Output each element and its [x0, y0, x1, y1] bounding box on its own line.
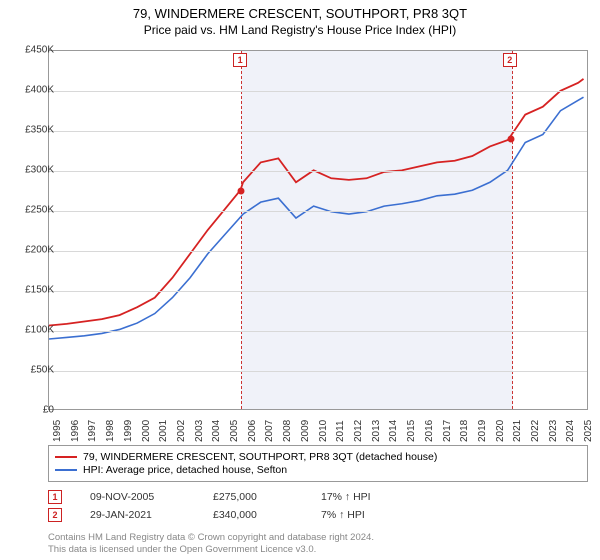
sale-point-dot: [507, 136, 514, 143]
x-axis-label: 2023: [548, 402, 559, 442]
legend-label-hpi: HPI: Average price, detached house, Seft…: [83, 464, 287, 476]
gridline-h: [49, 131, 587, 132]
x-axis-label: 1999: [123, 402, 134, 442]
gridline-h: [49, 251, 587, 252]
x-axis-label: 2002: [176, 402, 187, 442]
x-axis-label: 2005: [229, 402, 240, 442]
y-axis-label: £200K: [25, 245, 54, 256]
x-axis-label: 2006: [247, 402, 258, 442]
gridline-h: [49, 291, 587, 292]
sale-marker-2: 2: [48, 508, 62, 522]
legend-label-property: 79, WINDERMERE CRESCENT, SOUTHPORT, PR8 …: [83, 451, 437, 463]
y-axis-label: £350K: [25, 125, 54, 136]
sales-list: 1 09-NOV-2005 £275,000 17% ↑ HPI 2 29-JA…: [48, 490, 371, 526]
sale-delta-2: 7% ↑ HPI: [321, 509, 365, 521]
series-line-hpi: [49, 97, 584, 339]
sale-price-2: £340,000: [213, 509, 293, 521]
chart-title: 79, WINDERMERE CRESCENT, SOUTHPORT, PR8 …: [0, 6, 600, 21]
sale-date-2: 29-JAN-2021: [90, 509, 185, 521]
x-axis-label: 1997: [87, 402, 98, 442]
title-block: 79, WINDERMERE CRESCENT, SOUTHPORT, PR8 …: [0, 0, 600, 37]
x-axis-label: 2008: [282, 402, 293, 442]
sale-marker-top-1: 1: [233, 53, 247, 67]
x-axis-label: 2024: [565, 402, 576, 442]
x-axis-label: 1995: [52, 402, 63, 442]
gridline-h: [49, 91, 587, 92]
gridline-h: [49, 331, 587, 332]
chart-container: 79, WINDERMERE CRESCENT, SOUTHPORT, PR8 …: [0, 0, 600, 560]
series-line-property: [49, 79, 584, 326]
legend-item-property: 79, WINDERMERE CRESCENT, SOUTHPORT, PR8 …: [55, 451, 581, 463]
x-axis-label: 2014: [388, 402, 399, 442]
y-axis-label: £450K: [25, 45, 54, 56]
y-axis-label: £250K: [25, 205, 54, 216]
y-axis-label: £150K: [25, 285, 54, 296]
footer-line1: Contains HM Land Registry data © Crown c…: [48, 532, 374, 544]
x-axis-label: 2010: [318, 402, 329, 442]
x-axis-label: 2022: [530, 402, 541, 442]
x-axis-label: 2018: [459, 402, 470, 442]
sale-marker-1: 1: [48, 490, 62, 504]
sale-date-1: 09-NOV-2005: [90, 491, 185, 503]
x-axis-label: 2003: [194, 402, 205, 442]
chart-subtitle: Price paid vs. HM Land Registry's House …: [0, 23, 600, 37]
x-axis-label: 2015: [406, 402, 417, 442]
gridline-h: [49, 371, 587, 372]
x-axis-label: 2011: [335, 402, 346, 442]
footer-line2: This data is licensed under the Open Gov…: [48, 544, 374, 556]
sale-marker-top-2: 2: [503, 53, 517, 67]
x-axis-label: 2004: [211, 402, 222, 442]
x-axis-label: 2007: [264, 402, 275, 442]
gridline-h: [49, 171, 587, 172]
sale-row-1: 1 09-NOV-2005 £275,000 17% ↑ HPI: [48, 490, 371, 504]
x-axis-label: 2016: [424, 402, 435, 442]
x-axis-label: 2019: [477, 402, 488, 442]
x-axis-label: 1998: [105, 402, 116, 442]
y-axis-label: £400K: [25, 85, 54, 96]
x-axis-label: 2021: [512, 402, 523, 442]
legend-item-hpi: HPI: Average price, detached house, Seft…: [55, 464, 581, 476]
sale-row-2: 2 29-JAN-2021 £340,000 7% ↑ HPI: [48, 508, 371, 522]
y-axis-label: £100K: [25, 325, 54, 336]
sale-point-dot: [238, 188, 245, 195]
x-axis-label: 2025: [583, 402, 594, 442]
x-axis-label: 2001: [158, 402, 169, 442]
line-series-svg: [49, 51, 587, 409]
x-axis-label: 1996: [70, 402, 81, 442]
x-axis-label: 2009: [300, 402, 311, 442]
y-axis-label: £50K: [31, 365, 54, 376]
legend-swatch-hpi: [55, 469, 77, 471]
legend-swatch-property: [55, 456, 77, 458]
plot-area: [48, 50, 588, 410]
x-axis-label: 2013: [371, 402, 382, 442]
sale-delta-1: 17% ↑ HPI: [321, 491, 371, 503]
gridline-h: [49, 211, 587, 212]
x-axis-label: 2012: [353, 402, 364, 442]
y-axis-label: £300K: [25, 165, 54, 176]
x-axis-label: 2017: [442, 402, 453, 442]
x-axis-label: 2000: [141, 402, 152, 442]
sale-price-1: £275,000: [213, 491, 293, 503]
x-axis-label: 2020: [495, 402, 506, 442]
legend-box: 79, WINDERMERE CRESCENT, SOUTHPORT, PR8 …: [48, 445, 588, 482]
footer-attribution: Contains HM Land Registry data © Crown c…: [48, 532, 374, 556]
